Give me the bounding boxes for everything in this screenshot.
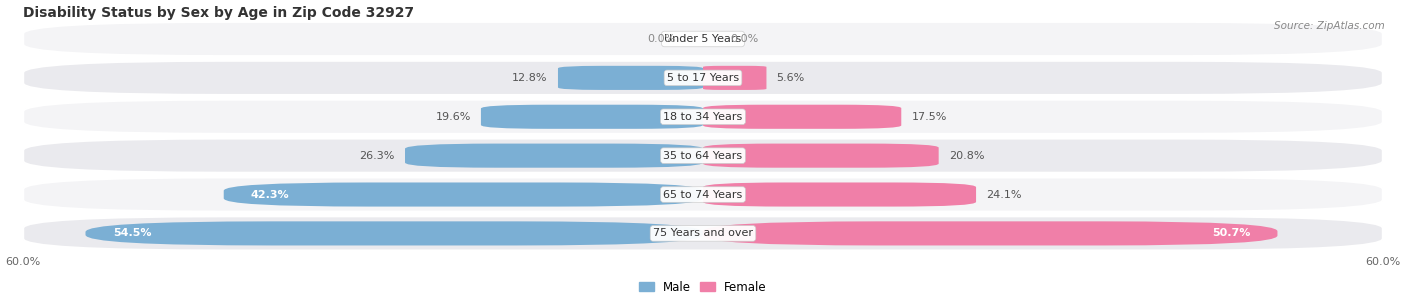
Text: 42.3%: 42.3% [250, 189, 290, 199]
Legend: Male, Female: Male, Female [634, 276, 772, 298]
Text: 65 to 74 Years: 65 to 74 Years [664, 189, 742, 199]
FancyBboxPatch shape [703, 182, 976, 207]
Text: Under 5 Years: Under 5 Years [665, 34, 741, 44]
FancyBboxPatch shape [703, 105, 901, 129]
FancyBboxPatch shape [224, 182, 703, 207]
Text: 20.8%: 20.8% [949, 151, 984, 161]
FancyBboxPatch shape [22, 216, 1384, 250]
Text: 5.6%: 5.6% [776, 73, 804, 83]
Text: 5 to 17 Years: 5 to 17 Years [666, 73, 740, 83]
Text: 75 Years and over: 75 Years and over [652, 228, 754, 238]
Text: 26.3%: 26.3% [360, 151, 395, 161]
FancyBboxPatch shape [703, 66, 766, 90]
Text: Disability Status by Sex by Age in Zip Code 32927: Disability Status by Sex by Age in Zip C… [22, 5, 415, 19]
Text: 54.5%: 54.5% [112, 228, 152, 238]
FancyBboxPatch shape [558, 66, 703, 90]
FancyBboxPatch shape [703, 221, 1278, 245]
FancyBboxPatch shape [86, 221, 703, 245]
FancyBboxPatch shape [703, 143, 939, 168]
Text: 18 to 34 Years: 18 to 34 Years [664, 112, 742, 122]
Text: 0.0%: 0.0% [730, 34, 758, 44]
Text: 19.6%: 19.6% [436, 112, 471, 122]
Text: Source: ZipAtlas.com: Source: ZipAtlas.com [1274, 21, 1385, 31]
FancyBboxPatch shape [481, 105, 703, 129]
Text: 24.1%: 24.1% [986, 189, 1022, 199]
Text: 12.8%: 12.8% [512, 73, 548, 83]
FancyBboxPatch shape [22, 178, 1384, 212]
FancyBboxPatch shape [22, 139, 1384, 173]
Text: 0.0%: 0.0% [648, 34, 676, 44]
FancyBboxPatch shape [405, 143, 703, 168]
Text: 35 to 64 Years: 35 to 64 Years [664, 151, 742, 161]
FancyBboxPatch shape [22, 61, 1384, 95]
FancyBboxPatch shape [22, 100, 1384, 134]
Text: 17.5%: 17.5% [911, 112, 946, 122]
FancyBboxPatch shape [22, 22, 1384, 56]
Text: 50.7%: 50.7% [1212, 228, 1250, 238]
